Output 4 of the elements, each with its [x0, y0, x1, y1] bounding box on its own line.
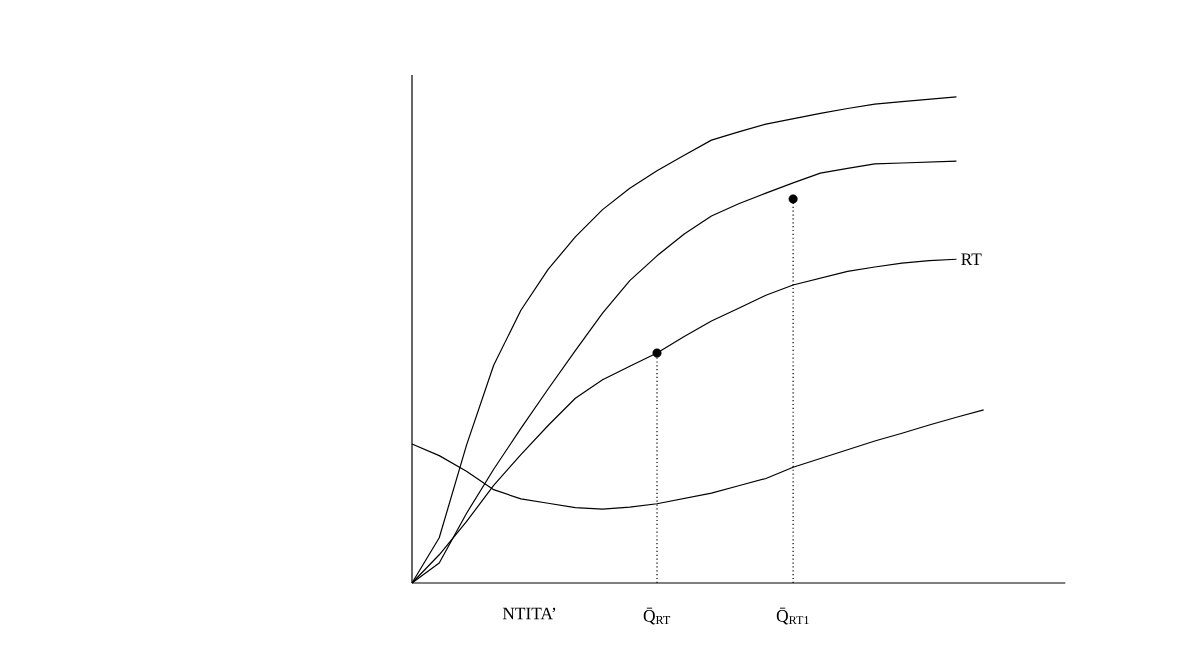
x-axis-title: NTITA’ [502, 607, 556, 620]
x-tick-label: Q̄$_{RT}$ [643, 607, 671, 625]
series-label: RT [961, 253, 982, 265]
x-tick-label: Q̄$_{RT1}$ [776, 607, 809, 625]
